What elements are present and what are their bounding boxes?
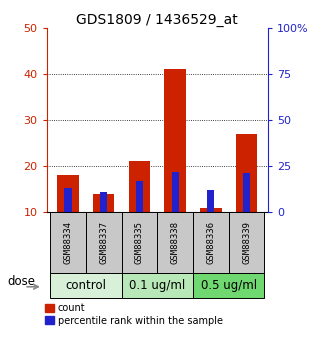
Bar [164,69,186,212]
Text: GSM88338: GSM88338 [171,221,180,264]
Text: GSM88334: GSM88334 [64,221,73,264]
Bar [172,171,179,212]
Bar [122,212,157,273]
Bar [157,212,193,273]
Bar [50,212,86,273]
Bar [236,134,257,212]
Bar [200,208,221,212]
Bar [93,194,114,212]
Bar [65,188,72,212]
Text: GSM88335: GSM88335 [135,221,144,264]
Bar [243,174,250,212]
Bar [57,175,79,212]
Legend: count, percentile rank within the sample: count, percentile rank within the sample [45,303,223,326]
Text: 0.5 ug/ml: 0.5 ug/ml [201,279,257,292]
Bar [193,273,265,298]
Bar [100,192,107,212]
Bar [86,212,122,273]
Text: GSM88339: GSM88339 [242,221,251,264]
Text: GSM88336: GSM88336 [206,221,215,264]
Bar [50,273,122,298]
Bar [122,273,193,298]
Title: GDS1809 / 1436529_at: GDS1809 / 1436529_at [76,12,238,27]
Text: GSM88337: GSM88337 [99,221,108,264]
Bar [129,161,150,212]
Text: dose: dose [7,275,35,288]
Text: control: control [65,279,106,292]
Bar [136,181,143,212]
Bar [207,190,214,212]
Bar [193,212,229,273]
Bar [229,212,265,273]
Text: 0.1 ug/ml: 0.1 ug/ml [129,279,186,292]
